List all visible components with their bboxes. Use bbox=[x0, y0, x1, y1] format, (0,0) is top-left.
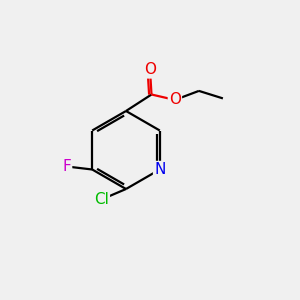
Text: O: O bbox=[144, 62, 156, 77]
Text: F: F bbox=[62, 159, 71, 174]
Text: O: O bbox=[169, 92, 181, 107]
Text: N: N bbox=[154, 162, 166, 177]
Text: Cl: Cl bbox=[94, 192, 109, 207]
